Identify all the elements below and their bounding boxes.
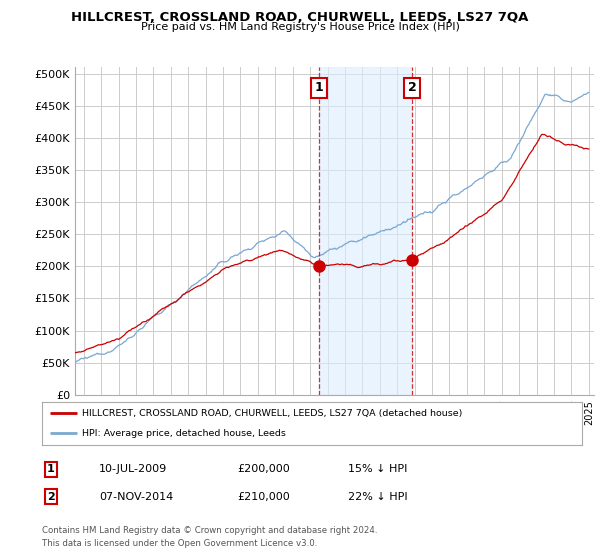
Text: 07-NOV-2014: 07-NOV-2014 xyxy=(99,492,173,502)
Bar xyxy=(319,67,412,395)
Text: 10-JUL-2009: 10-JUL-2009 xyxy=(99,464,167,474)
Text: 2: 2 xyxy=(47,492,55,502)
Text: HILLCREST, CROSSLAND ROAD, CHURWELL, LEEDS, LS27 7QA: HILLCREST, CROSSLAND ROAD, CHURWELL, LEE… xyxy=(71,11,529,24)
Text: HILLCREST, CROSSLAND ROAD, CHURWELL, LEEDS, LS27 7QA (detached house): HILLCREST, CROSSLAND ROAD, CHURWELL, LEE… xyxy=(83,409,463,418)
Text: Price paid vs. HM Land Registry's House Price Index (HPI): Price paid vs. HM Land Registry's House … xyxy=(140,22,460,32)
Text: 1: 1 xyxy=(47,464,55,474)
Text: £210,000: £210,000 xyxy=(237,492,290,502)
Text: 22% ↓ HPI: 22% ↓ HPI xyxy=(348,492,407,502)
Text: £200,000: £200,000 xyxy=(237,464,290,474)
Text: 1: 1 xyxy=(315,81,324,94)
Text: HPI: Average price, detached house, Leeds: HPI: Average price, detached house, Leed… xyxy=(83,429,286,438)
Text: This data is licensed under the Open Government Licence v3.0.: This data is licensed under the Open Gov… xyxy=(42,539,317,548)
Text: Contains HM Land Registry data © Crown copyright and database right 2024.: Contains HM Land Registry data © Crown c… xyxy=(42,526,377,535)
Text: 15% ↓ HPI: 15% ↓ HPI xyxy=(348,464,407,474)
Text: 2: 2 xyxy=(407,81,416,94)
